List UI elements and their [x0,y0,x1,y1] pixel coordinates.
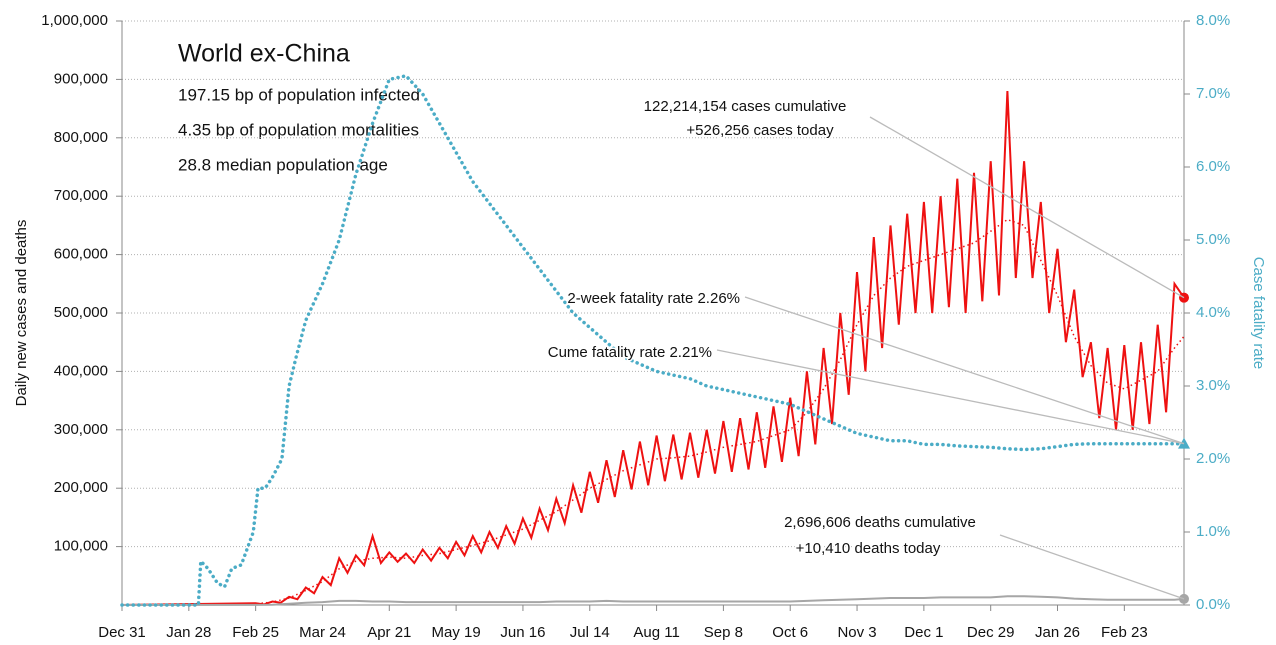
x-tick-label: Sep 8 [704,624,743,641]
annotation: Cume fatality rate 2.21% [548,344,712,361]
leader-line [716,349,1185,445]
x-tick-label: Dec 1 [904,624,943,641]
x-tick-label: Jun 16 [500,624,545,641]
annotation: +526,256 cases today [686,122,834,139]
y-tick-label: 1,000,000 [41,12,108,29]
x-tick-label: Feb 25 [232,624,279,641]
y2-tick-label: 5.0% [1196,231,1230,248]
x-tick-label: Jan 28 [166,624,211,641]
y-tick-label: 300,000 [54,421,108,438]
series-line [121,218,1185,606]
x-tick-label: Aug 11 [633,624,679,641]
y2-tick-label: 1.0% [1196,523,1230,540]
annotation: +10,410 deaths today [796,540,941,557]
y-tick-label: 800,000 [54,129,108,146]
y2-axis-label: Case fatality rate [1250,257,1267,370]
x-tick-label: Nov 3 [837,624,876,641]
x-tick-label: May 19 [432,624,481,641]
y2-tick-label: 0.0% [1196,596,1230,613]
series-line [120,73,1186,607]
x-tick-label: Mar 24 [299,624,346,641]
x-tick-label: Dec 29 [967,624,1015,641]
series-line [121,91,1185,606]
y-tick-label: 600,000 [54,246,108,263]
annotation: 2,696,606 deaths cumulative [784,514,976,531]
y-tick-label: 700,000 [54,187,108,204]
leader-line [999,534,1185,600]
annotation: 2-week fatality rate 2.26% [567,290,740,307]
y2-tick-label: 7.0% [1196,85,1230,102]
y-tick-label: 400,000 [54,362,108,379]
leader-line [744,296,1185,445]
y2-tick-label: 2.0% [1196,450,1230,467]
y-axis-label: Daily new cases and deaths [13,220,30,407]
series-line [121,595,1185,606]
info-line: 28.8 median population age [178,155,388,174]
y2-tick-label: 6.0% [1196,158,1230,175]
y-tick-label: 100,000 [54,538,108,555]
chart-title: World ex-China [178,40,350,68]
y2-tick-label: 3.0% [1196,377,1230,394]
annotation: 122,214,154 cases cumulative [644,98,847,115]
y-tick-label: 500,000 [54,304,108,321]
x-tick-label: Jan 26 [1035,624,1080,641]
x-tick-label: Feb 23 [1101,624,1148,641]
y-tick-label: 900,000 [54,70,108,87]
x-tick-label: Dec 31 [98,624,146,641]
info-line: 197.15 bp of population infected [178,85,420,104]
y-tick-label: 200,000 [54,479,108,496]
y2-tick-label: 4.0% [1196,304,1230,321]
y2-tick-label: 8.0% [1196,12,1230,29]
info-line: 4.35 bp of population mortalities [178,120,419,139]
x-tick-label: Jul 14 [570,624,610,641]
leader-line [869,116,1185,299]
x-tick-label: Oct 6 [772,624,808,641]
x-tick-label: Apr 21 [367,624,411,641]
